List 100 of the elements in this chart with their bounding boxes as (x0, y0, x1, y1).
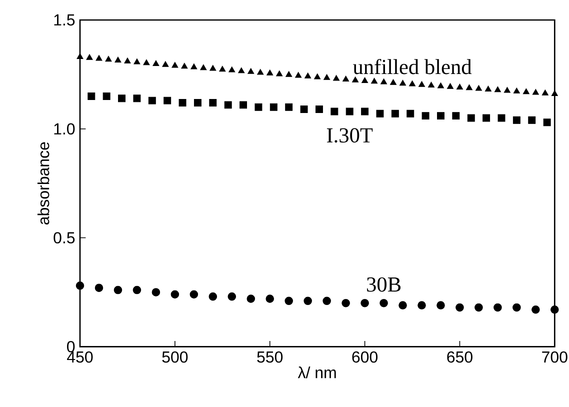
point (94, 284, 104, 292)
x-tick-label: 550 (257, 351, 283, 363)
point (522, 88, 530, 94)
point (270, 103, 278, 111)
point (528, 116, 536, 124)
y-tick-label: 1.5 (54, 14, 75, 26)
point (551, 90, 558, 96)
point (422, 112, 430, 120)
point (437, 82, 444, 88)
point (380, 78, 388, 84)
point (210, 65, 216, 71)
point (550, 305, 559, 314)
point (76, 282, 84, 290)
point (498, 114, 506, 122)
series-label: I.30T (326, 128, 373, 143)
point (408, 80, 416, 86)
point (452, 112, 460, 120)
point (194, 99, 202, 106)
point (286, 71, 292, 77)
point (360, 298, 369, 308)
point (96, 55, 102, 61)
point (164, 96, 172, 104)
point (228, 66, 236, 72)
point (532, 305, 540, 314)
point (266, 294, 274, 303)
point (304, 72, 312, 78)
point (362, 77, 368, 83)
point (276, 70, 283, 76)
point (418, 301, 426, 310)
point (162, 61, 169, 67)
point (190, 64, 198, 70)
point (361, 108, 369, 116)
point (209, 99, 217, 106)
point (466, 84, 472, 90)
point (390, 79, 397, 85)
point (266, 70, 274, 76)
point (333, 75, 340, 81)
series-label: 30B (367, 277, 401, 292)
point (513, 88, 520, 94)
point (224, 101, 232, 109)
point (342, 298, 350, 308)
point (76, 53, 84, 60)
point (284, 296, 293, 306)
x-tick-label: 700 (542, 351, 568, 363)
point (543, 118, 551, 126)
point (399, 80, 406, 86)
point (148, 96, 156, 104)
point (484, 86, 492, 92)
point (208, 292, 218, 301)
point (304, 296, 312, 306)
point (124, 58, 131, 64)
point (295, 72, 302, 78)
point (371, 78, 378, 84)
y-tick-label: 1.0 (54, 123, 75, 135)
point (398, 301, 407, 310)
point (118, 94, 126, 102)
point (285, 103, 293, 111)
point (346, 108, 354, 116)
y-tick-label: 0.5 (54, 232, 75, 244)
point (314, 74, 321, 80)
point (418, 81, 426, 87)
point (352, 76, 359, 82)
point (315, 106, 323, 114)
point (436, 301, 445, 310)
point (512, 303, 521, 312)
point (200, 64, 207, 70)
point (322, 296, 331, 306)
point (219, 66, 226, 72)
point (105, 56, 112, 62)
x-tick-label: 600 (352, 351, 378, 363)
point (324, 74, 330, 80)
point (152, 60, 160, 66)
point (342, 76, 350, 82)
point (376, 110, 384, 118)
point (482, 114, 490, 122)
point (181, 62, 188, 69)
point (504, 87, 510, 93)
point (437, 112, 444, 120)
point (428, 82, 435, 88)
point (133, 94, 141, 102)
point (86, 54, 93, 60)
point (512, 116, 520, 124)
point (246, 294, 256, 303)
point (190, 290, 198, 299)
point (172, 62, 178, 68)
point (114, 56, 122, 63)
x-axis-title: λ/ nm (298, 366, 336, 378)
point (380, 298, 388, 308)
point (102, 92, 110, 100)
point (494, 303, 502, 312)
x-tick-label: 450 (67, 351, 93, 363)
point (391, 110, 399, 118)
point (406, 110, 414, 118)
point (114, 286, 122, 294)
point (240, 101, 248, 109)
point (178, 99, 186, 106)
point (456, 84, 463, 90)
point (494, 86, 501, 92)
x-tick-label: 500 (162, 351, 188, 363)
y-axis-title: absorbance (37, 142, 50, 224)
